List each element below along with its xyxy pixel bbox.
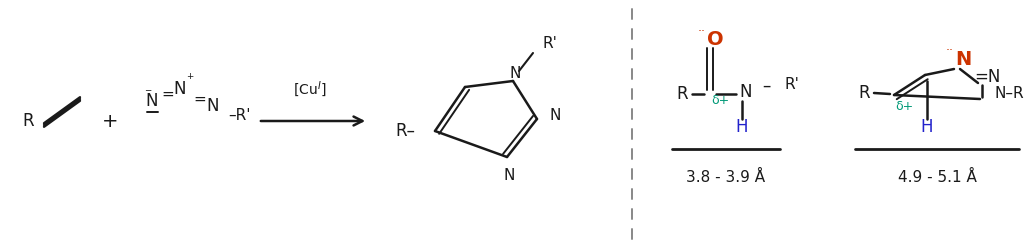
Text: –R': –R' [228, 108, 251, 123]
Text: H: H [736, 118, 749, 136]
Text: H: H [921, 118, 933, 136]
Text: N: N [207, 97, 219, 115]
Text: O: O [707, 29, 723, 49]
Text: N: N [145, 92, 159, 110]
Text: N–R': N–R' [994, 85, 1024, 101]
Text: 4.9 - 5.1 Å: 4.9 - 5.1 Å [898, 170, 977, 185]
Text: $^{-}$: $^{-}$ [143, 87, 153, 101]
Text: R: R [676, 85, 688, 103]
Text: N: N [504, 168, 515, 183]
Text: =N: =N [974, 68, 1000, 86]
Text: =: = [162, 86, 174, 102]
Text: ··: ·· [946, 45, 954, 58]
Text: 3.8 - 3.9 Å: 3.8 - 3.9 Å [686, 170, 766, 185]
Text: N: N [509, 65, 520, 80]
Text: R: R [858, 84, 869, 102]
Text: N: N [174, 80, 186, 98]
Text: [Cu$^{I}$]: [Cu$^{I}$] [293, 79, 327, 99]
Text: R': R' [543, 36, 558, 51]
Text: R–: R– [395, 122, 415, 140]
Text: δ+: δ+ [895, 100, 913, 113]
Text: N: N [954, 50, 971, 68]
Text: N: N [739, 83, 753, 101]
Text: R: R [23, 112, 34, 130]
Text: R': R' [784, 76, 799, 91]
Text: =: = [194, 91, 207, 107]
Text: –: – [762, 77, 770, 95]
Text: +: + [101, 112, 118, 130]
Text: N: N [549, 108, 561, 123]
Text: δ+: δ+ [711, 94, 729, 107]
Text: $^{+}$: $^{+}$ [185, 72, 195, 85]
Text: ··: ·· [698, 25, 706, 39]
